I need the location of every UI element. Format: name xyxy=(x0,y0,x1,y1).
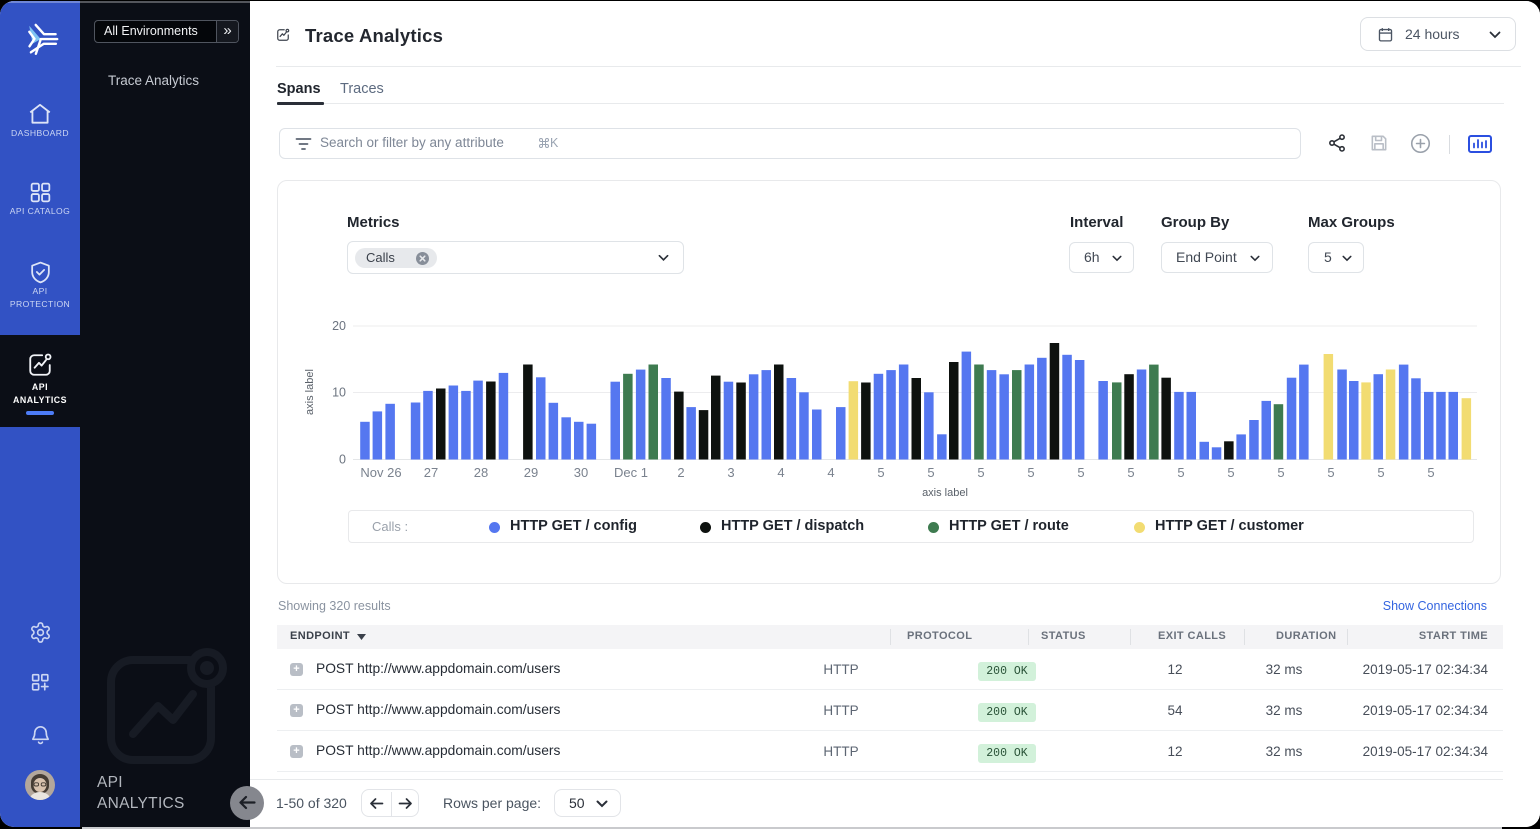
svg-text:10: 10 xyxy=(332,386,346,400)
svg-text:axis label: axis label xyxy=(304,369,316,415)
svg-text:Nov 26: Nov 26 xyxy=(360,465,401,480)
svg-text:0: 0 xyxy=(339,453,346,467)
svg-text:5: 5 xyxy=(1127,465,1134,480)
svg-text:Dec 1: Dec 1 xyxy=(614,465,648,480)
svg-text:axis label: axis label xyxy=(922,487,968,499)
svg-text:4: 4 xyxy=(777,465,784,480)
svg-text:5: 5 xyxy=(977,465,984,480)
svg-text:5: 5 xyxy=(1027,465,1034,480)
svg-text:29: 29 xyxy=(524,465,538,480)
svg-text:4: 4 xyxy=(827,465,834,480)
svg-text:5: 5 xyxy=(877,465,884,480)
svg-text:3: 3 xyxy=(727,465,734,480)
svg-text:5: 5 xyxy=(1227,465,1234,480)
svg-text:5: 5 xyxy=(1427,465,1434,480)
svg-text:27: 27 xyxy=(424,465,438,480)
svg-text:5: 5 xyxy=(1277,465,1284,480)
svg-text:5: 5 xyxy=(1327,465,1334,480)
svg-text:30: 30 xyxy=(574,465,588,480)
svg-text:28: 28 xyxy=(474,465,488,480)
svg-text:5: 5 xyxy=(927,465,934,480)
svg-text:5: 5 xyxy=(1177,465,1184,480)
svg-text:2: 2 xyxy=(677,465,684,480)
svg-text:5: 5 xyxy=(1377,465,1384,480)
svg-text:20: 20 xyxy=(332,319,346,333)
svg-text:5: 5 xyxy=(1077,465,1084,480)
